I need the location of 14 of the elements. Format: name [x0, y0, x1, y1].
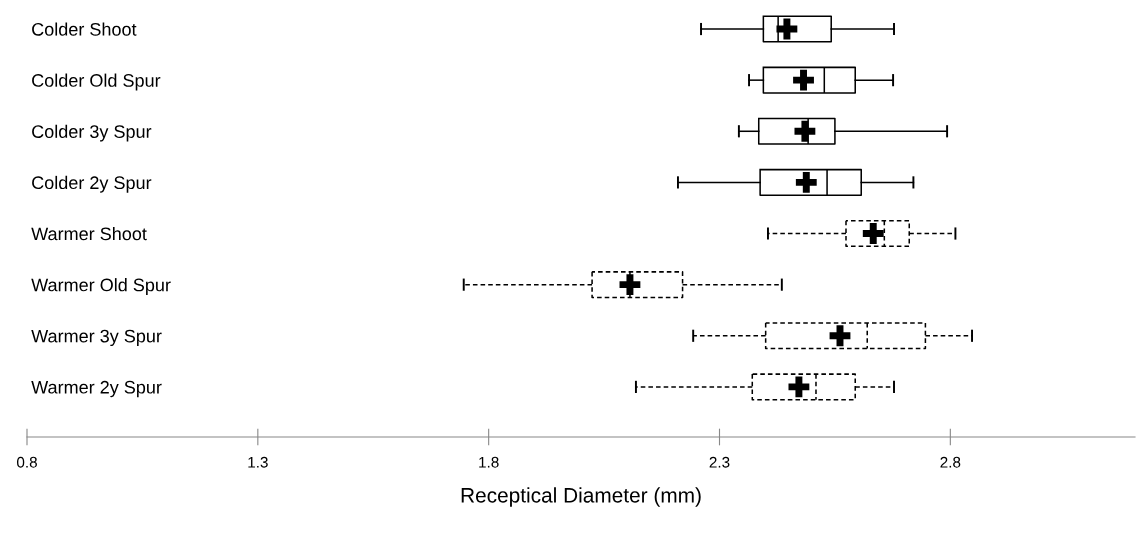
x-tick-label: 2.8	[940, 456, 961, 468]
x-tick-label: 1.8	[479, 456, 499, 468]
x-tick-label: 2.3	[709, 456, 730, 468]
y-tick-label: Warmer 2y Spur	[31, 380, 162, 398]
y-tick-label: Warmer 3y Spur	[31, 329, 162, 347]
y-tick-label: Warmer Shoot	[31, 226, 147, 241]
y-tick-label: Colder Old Spur	[32, 73, 161, 91]
y-tick-label: Warmer Old Spur	[31, 278, 171, 295]
y-tick-label: Colder Shoot	[32, 22, 137, 36]
y-tick-label: Colder 2y Spur	[32, 175, 152, 193]
x-tick-label: 0.8	[16, 456, 37, 468]
x-tick-label: 1.3	[248, 456, 268, 468]
x-axis-title: Receptical Diameter (mm)	[461, 487, 701, 507]
y-tick-label: Colder 3y Spur	[32, 124, 152, 142]
